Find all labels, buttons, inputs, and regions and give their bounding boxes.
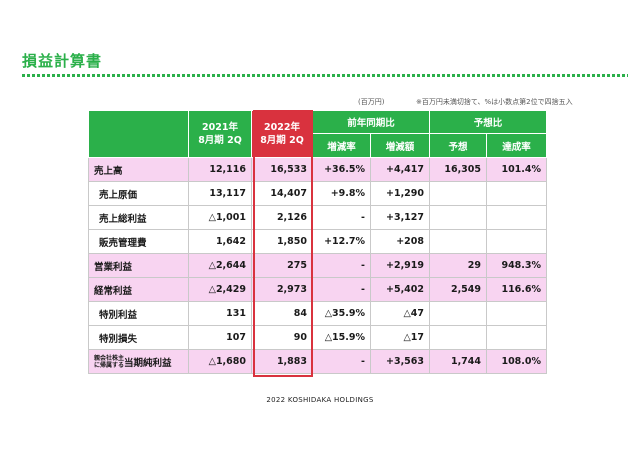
cell-change-rate: - bbox=[312, 277, 371, 302]
cell-2022: 275 bbox=[251, 253, 313, 278]
cell-change-rate: △35.9% bbox=[312, 301, 371, 326]
cell-forecast: 29 bbox=[429, 253, 488, 278]
cell-forecast: 16,305 bbox=[429, 157, 488, 182]
cell-forecast: 2,549 bbox=[429, 277, 488, 302]
row-label: 特別利益 bbox=[88, 301, 189, 326]
cell-achievement bbox=[486, 325, 548, 350]
rounding-note: ※百万円未満切捨て、%は小数点第2位で四捨五入 bbox=[416, 98, 573, 106]
row-label: 販売管理費 bbox=[88, 229, 189, 254]
row-label-big: 当期純利益 bbox=[124, 357, 172, 369]
unit-note: (百万円) bbox=[358, 98, 385, 106]
cell-2021: △2,429 bbox=[188, 277, 252, 302]
cell-2021: △1,001 bbox=[188, 205, 252, 230]
cell-achievement: 108.0% bbox=[486, 349, 548, 374]
header-yoy-group: 前年同期比 bbox=[311, 110, 431, 134]
cell-achievement: 948.3% bbox=[486, 253, 548, 278]
table-row-cost-of-sales: 売上原価 13,117 14,407 +9.8% +1,290 bbox=[88, 181, 548, 206]
row-label: 経常利益 bbox=[88, 277, 189, 302]
cell-change-amount: +3,127 bbox=[369, 205, 431, 230]
cell-change-amount: +5,402 bbox=[369, 277, 431, 302]
header-change-amount: 増減額 bbox=[369, 133, 431, 158]
title-divider bbox=[22, 74, 628, 77]
header-2022-year: 2022年 bbox=[264, 122, 300, 133]
cell-change-amount: +1,290 bbox=[369, 181, 431, 206]
cell-achievement: 116.6% bbox=[486, 277, 548, 302]
row-label: 売上総利益 bbox=[88, 205, 189, 230]
cell-change-amount: +2,919 bbox=[369, 253, 431, 278]
cell-achievement: 101.4% bbox=[486, 157, 548, 182]
cell-2021: 13,117 bbox=[188, 181, 252, 206]
income-statement-table: 2021年 8月期 2Q 2022年 8月期 2Q 前年同期比 予想比 増減率 … bbox=[88, 110, 548, 374]
cell-2022: 2,126 bbox=[251, 205, 313, 230]
page-title: 損益計算書 bbox=[22, 52, 103, 70]
cell-forecast bbox=[429, 325, 488, 350]
cell-2022: 90 bbox=[251, 325, 313, 350]
row-label-small-line1: 親会社株主 bbox=[94, 354, 125, 362]
header-forecast: 予想 bbox=[429, 133, 488, 158]
cell-2022: 2,973 bbox=[251, 277, 313, 302]
cell-2021: 107 bbox=[188, 325, 252, 350]
cell-change-amount: △17 bbox=[369, 325, 431, 350]
table-row-extraordinary-loss: 特別損失 107 90 △15.9% △17 bbox=[88, 325, 548, 350]
cell-forecast bbox=[429, 229, 488, 254]
cell-achievement bbox=[486, 181, 548, 206]
table-row-ordinary-income: 経常利益 △2,429 2,973 - +5,402 2,549 116.6% bbox=[88, 277, 548, 302]
cell-2021: 12,116 bbox=[188, 157, 252, 182]
cell-2022: 1,883 bbox=[251, 349, 313, 374]
cell-change-rate: +36.5% bbox=[312, 157, 371, 182]
row-label: 営業利益 bbox=[88, 253, 189, 278]
cell-change-amount: +3,563 bbox=[369, 349, 431, 374]
cell-change-rate: △15.9% bbox=[312, 325, 371, 350]
header-blank bbox=[88, 110, 189, 158]
header-forecast-group: 予想比 bbox=[429, 110, 548, 134]
table-row-sga: 販売管理費 1,642 1,850 +12.7% +208 bbox=[88, 229, 548, 254]
cell-forecast bbox=[429, 205, 488, 230]
cell-change-rate: - bbox=[312, 253, 371, 278]
cell-forecast: 1,744 bbox=[429, 349, 488, 374]
header-2021-period: 8月期 2Q bbox=[198, 135, 242, 146]
table-row-gross-profit: 売上総利益 △1,001 2,126 - +3,127 bbox=[88, 205, 548, 230]
header-change-rate: 増減率 bbox=[312, 133, 371, 158]
cell-change-rate: - bbox=[312, 349, 371, 374]
footer-copyright: 2022 KOSHIDAKA HOLDINGS bbox=[266, 396, 374, 404]
table-row-net-sales: 売上高 12,116 16,533 +36.5% +4,417 16,305 1… bbox=[88, 157, 548, 182]
cell-2021: 131 bbox=[188, 301, 252, 326]
header-2021-year: 2021年 bbox=[202, 122, 238, 133]
row-label: 特別損失 bbox=[88, 325, 189, 350]
header-2022: 2022年 8月期 2Q bbox=[251, 110, 313, 158]
cell-forecast bbox=[429, 301, 488, 326]
cell-change-rate: - bbox=[312, 205, 371, 230]
cell-achievement bbox=[486, 301, 548, 326]
cell-change-rate: +12.7% bbox=[312, 229, 371, 254]
cell-change-amount: +4,417 bbox=[369, 157, 431, 182]
table-row-extraordinary-income: 特別利益 131 84 △35.9% △47 bbox=[88, 301, 548, 326]
cell-2022: 14,407 bbox=[251, 181, 313, 206]
header-2022-period: 8月期 2Q bbox=[260, 135, 304, 146]
cell-change-rate: +9.8% bbox=[312, 181, 371, 206]
cell-forecast bbox=[429, 181, 488, 206]
row-label-net-income: 親会社株主 に帰属する 当期純利益 bbox=[88, 349, 189, 374]
table-row-operating-income: 営業利益 △2,644 275 - +2,919 29 948.3% bbox=[88, 253, 548, 278]
header-achievement: 達成率 bbox=[486, 133, 548, 158]
cell-2022: 84 bbox=[251, 301, 313, 326]
row-label: 売上原価 bbox=[88, 181, 189, 206]
cell-change-amount: +208 bbox=[369, 229, 431, 254]
cell-2021: △2,644 bbox=[188, 253, 252, 278]
cell-achievement bbox=[486, 205, 548, 230]
cell-change-amount: △47 bbox=[369, 301, 431, 326]
header-2021: 2021年 8月期 2Q bbox=[188, 110, 252, 158]
row-label-small-line2: に帰属する bbox=[94, 361, 125, 369]
cell-2021: △1,680 bbox=[188, 349, 252, 374]
row-label: 売上高 bbox=[88, 157, 189, 182]
table-row-net-income: 親会社株主 に帰属する 当期純利益 △1,680 1,883 - +3,563 … bbox=[88, 349, 548, 374]
cell-achievement bbox=[486, 229, 548, 254]
cell-2022: 1,850 bbox=[251, 229, 313, 254]
cell-2021: 1,642 bbox=[188, 229, 252, 254]
row-label-small: 親会社株主 に帰属する bbox=[94, 355, 124, 369]
cell-2022: 16,533 bbox=[251, 157, 313, 182]
